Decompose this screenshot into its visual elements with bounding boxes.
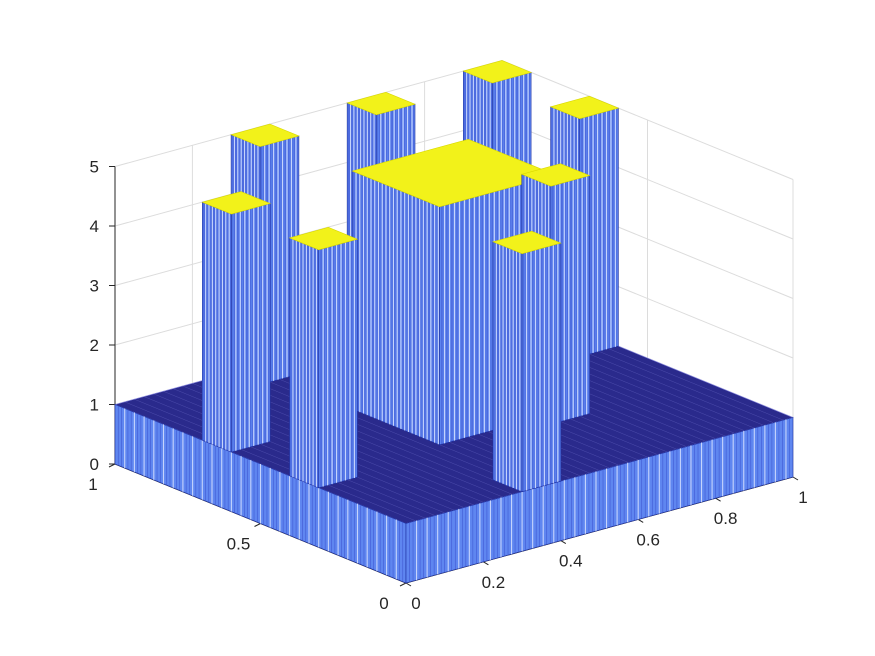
base-hatch-line — [134, 398, 426, 519]
surface-layer — [114, 60, 794, 584]
base-hatch-line — [124, 401, 416, 522]
pillar — [288, 226, 359, 489]
pillar-side-front — [521, 242, 562, 493]
pillar-top-face — [346, 91, 416, 116]
pillar-side-front — [318, 238, 358, 489]
x-tick-mark — [560, 540, 567, 545]
x-tick-label: 1 — [798, 488, 807, 507]
y-tick-label: 1 — [88, 475, 97, 494]
y-tick-label: 0.5 — [227, 535, 251, 554]
x-tick-mark — [792, 476, 799, 481]
x-tick-mark — [715, 497, 721, 502]
z-tick-label: 2 — [90, 336, 99, 355]
x-tick-label: 0.6 — [636, 530, 660, 549]
x-tick-mark — [483, 561, 489, 566]
base-side-front — [405, 417, 794, 584]
pillar-side-left — [492, 241, 523, 493]
pillar-top-face — [520, 163, 591, 187]
z-tick-label: 1 — [90, 396, 99, 415]
pillar-side-front — [231, 203, 271, 453]
y-tick-mark — [254, 523, 261, 527]
base-hatch-line — [231, 372, 523, 492]
x-tick-mark — [405, 582, 412, 587]
x-tick-label: 0.8 — [714, 509, 738, 528]
z-tick-label: 4 — [90, 217, 99, 236]
x-tick-label: 0.4 — [559, 552, 583, 571]
z-tick-label: 5 — [90, 158, 99, 177]
pillar-top-face — [351, 138, 557, 208]
pillar-top-face — [492, 230, 562, 255]
pillar-top-face — [462, 60, 533, 84]
pillar-top-face — [201, 191, 272, 215]
pillar-side-left — [351, 170, 440, 446]
y-tick-mark — [399, 582, 407, 587]
x-tick-label: 0.2 — [482, 573, 506, 592]
pillar-side-left — [289, 237, 320, 489]
x-tick-label: 0 — [411, 594, 420, 613]
z-tick-label: 0 — [90, 455, 99, 474]
pillar — [201, 191, 272, 453]
z-tick-label: 3 — [90, 277, 99, 296]
pillar-top-face — [230, 123, 300, 147]
base-hatch-line — [240, 369, 532, 490]
pillar-side-left — [202, 201, 232, 453]
pillar-top-face — [549, 95, 620, 120]
y-tick-label: 0 — [379, 594, 388, 613]
pillar-top-face — [288, 226, 359, 251]
x-tick-mark — [637, 518, 644, 523]
pillar — [492, 230, 562, 493]
